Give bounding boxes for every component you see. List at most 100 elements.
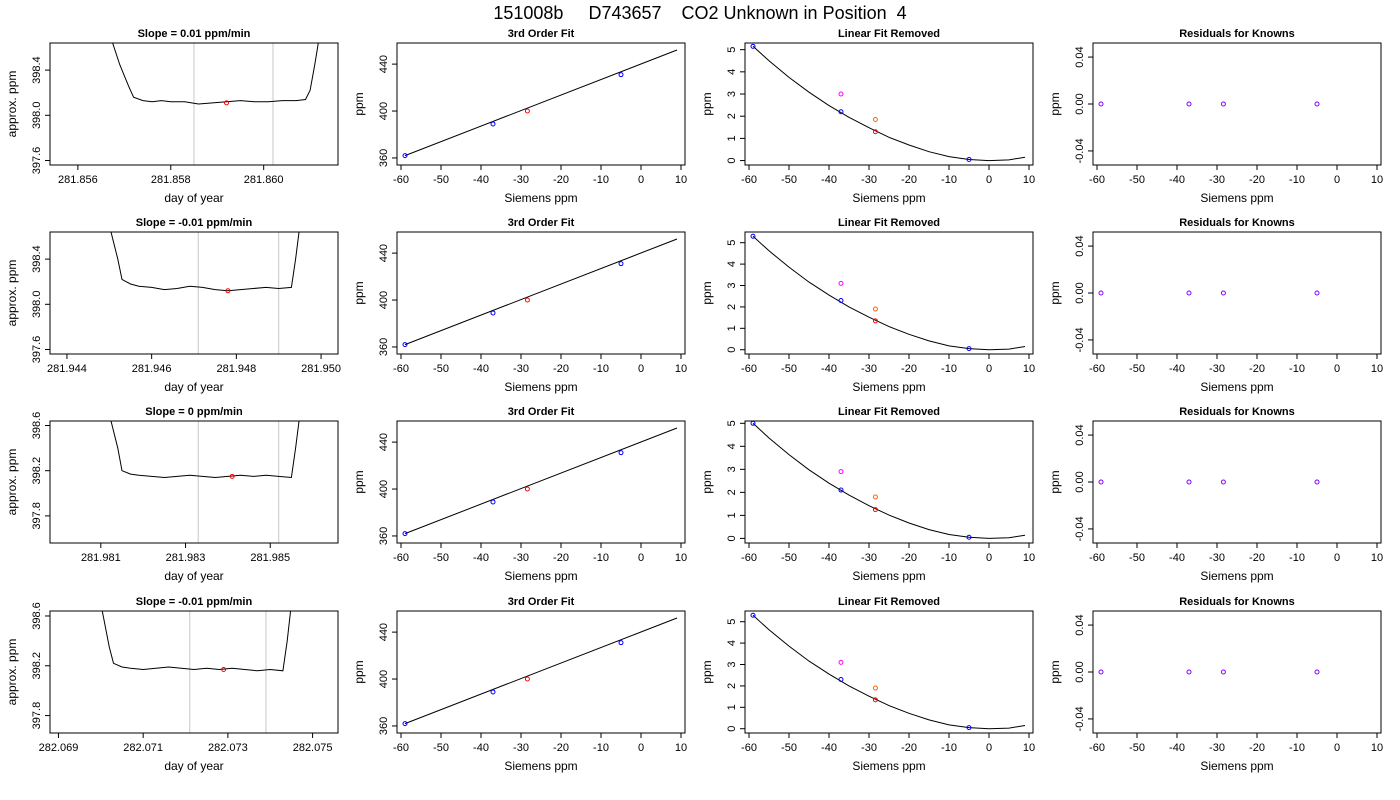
y-tick-label: 4 [726, 640, 738, 646]
x-tick-label: 10 [1371, 174, 1383, 186]
y-axis-label: ppm [1048, 660, 1062, 683]
x-tick-label: -40 [1169, 174, 1185, 186]
x-tick-label: -60 [1089, 742, 1105, 754]
y-tick-label: 0 [726, 158, 738, 164]
x-tick-label: -10 [593, 363, 609, 375]
plot-frame [396, 420, 686, 544]
data-point [872, 494, 878, 500]
y-tick-label: 397.8 [31, 702, 43, 730]
data-point [1220, 290, 1226, 296]
x-axis-label: Siemens ppm [504, 191, 577, 205]
y-tick-label: 2 [726, 113, 738, 119]
x-axis-label: day of year [164, 191, 223, 205]
y-tick-label: 398.0 [31, 102, 43, 130]
y-axis-label: ppm [352, 92, 366, 115]
x-tick-label: 0 [1334, 363, 1340, 375]
data-point [1186, 101, 1192, 107]
x-tick-label: -30 [861, 174, 877, 186]
data-point [1098, 669, 1104, 675]
x-tick-label: -30 [513, 552, 529, 564]
x-tick-label: -20 [901, 552, 917, 564]
x-tick-label: 282.073 [208, 742, 248, 754]
y-axis-label: ppm [1048, 470, 1062, 493]
data-point [1186, 479, 1192, 485]
series-line [404, 238, 678, 346]
x-tick-label: -40 [821, 742, 837, 754]
x-tick-label: 281.985 [250, 552, 290, 564]
series-line [752, 614, 1026, 730]
y-tick-label: 0.04 [1074, 235, 1086, 256]
x-tick-label: 0 [986, 742, 992, 754]
panel: Residuals for Knowns -60 -50 -40 -30 -20 -10 0 1… [1048, 596, 1383, 773]
x-tick-label: -20 [553, 552, 569, 564]
x-tick-label: -60 [393, 174, 409, 186]
y-axis-label: ppm [1048, 281, 1062, 304]
data-point [1098, 479, 1104, 485]
x-tick-label: -20 [1249, 552, 1265, 564]
plot-frame [744, 231, 1034, 355]
x-tick-label: -20 [901, 742, 917, 754]
x-tick-label: 10 [1371, 552, 1383, 564]
y-tick-label: 398.4 [31, 245, 43, 273]
x-tick-label: -50 [433, 742, 449, 754]
plot-frame [396, 42, 686, 166]
plot-frame [49, 42, 339, 166]
panel: Linear Fit Removed -60 -50 -40 -30 -20 -10 0 10 0… [700, 596, 1035, 773]
x-tick-label: 281.946 [132, 363, 172, 375]
panel-title: Residuals for Knowns [1179, 217, 1295, 229]
panel-title: Residuals for Knowns [1179, 596, 1295, 608]
plot-frame [1092, 42, 1382, 166]
data-point [1314, 479, 1320, 485]
series-line [101, 611, 292, 672]
y-tick-label: -0.04 [1074, 516, 1086, 541]
x-tick-label: -30 [861, 742, 877, 754]
panel: Residuals for Knowns -60 -50 -40 -30 -20 -10 0 1… [1048, 217, 1383, 394]
series-line [404, 49, 678, 157]
data-point [524, 108, 530, 114]
y-tick-label: 5 [726, 47, 738, 53]
data-point [872, 318, 878, 324]
y-tick-label: 360 [378, 338, 390, 356]
x-tick-label: -40 [1169, 552, 1185, 564]
x-tick-label: -30 [513, 174, 529, 186]
x-tick-label: 281.950 [301, 363, 341, 375]
plot-frame [49, 420, 339, 544]
y-tick-label: 398.2 [31, 652, 43, 680]
data-point [1220, 479, 1226, 485]
y-tick-label: 0 [726, 347, 738, 353]
data-point [490, 121, 496, 127]
data-point [966, 346, 972, 352]
x-tick-label: 0 [986, 174, 992, 186]
x-tick-label: -30 [861, 363, 877, 375]
y-axis-label: ppm [352, 281, 366, 304]
x-tick-label: 10 [1023, 742, 1035, 754]
y-tick-label: 400 [378, 670, 390, 688]
data-point [1186, 290, 1192, 296]
panel: Linear Fit Removed -60 -50 -40 -30 -20 -10 0 10 0… [700, 28, 1035, 205]
x-tick-label: 0 [638, 363, 644, 375]
panel: 3rd Order Fit -60 -50 -40 -30 -20 -10 0 10 360 400… [352, 406, 687, 583]
data-point [524, 297, 530, 303]
x-tick-label: -20 [901, 363, 917, 375]
panel-title: Slope = -0.01 ppm/min [136, 217, 253, 229]
x-tick-label: -50 [1129, 742, 1145, 754]
data-point [838, 487, 844, 493]
data-point [490, 310, 496, 316]
series-line [404, 617, 678, 725]
y-axis-label: ppm [700, 281, 714, 304]
data-point [966, 534, 972, 540]
y-tick-label: 398.2 [31, 457, 43, 485]
x-tick-label: 282.075 [293, 742, 333, 754]
x-tick-label: 10 [675, 363, 687, 375]
x-tick-label: -10 [593, 174, 609, 186]
panel: Linear Fit Removed -60 -50 -40 -30 -20 -10 0 10 0… [700, 406, 1035, 583]
panel-title: Linear Fit Removed [838, 596, 940, 608]
data-point [402, 342, 408, 348]
y-tick-label: 2 [726, 489, 738, 495]
data-point [402, 721, 408, 727]
x-tick-label: -30 [1209, 363, 1225, 375]
y-tick-label: 440 [378, 623, 390, 641]
data-point [1220, 669, 1226, 675]
